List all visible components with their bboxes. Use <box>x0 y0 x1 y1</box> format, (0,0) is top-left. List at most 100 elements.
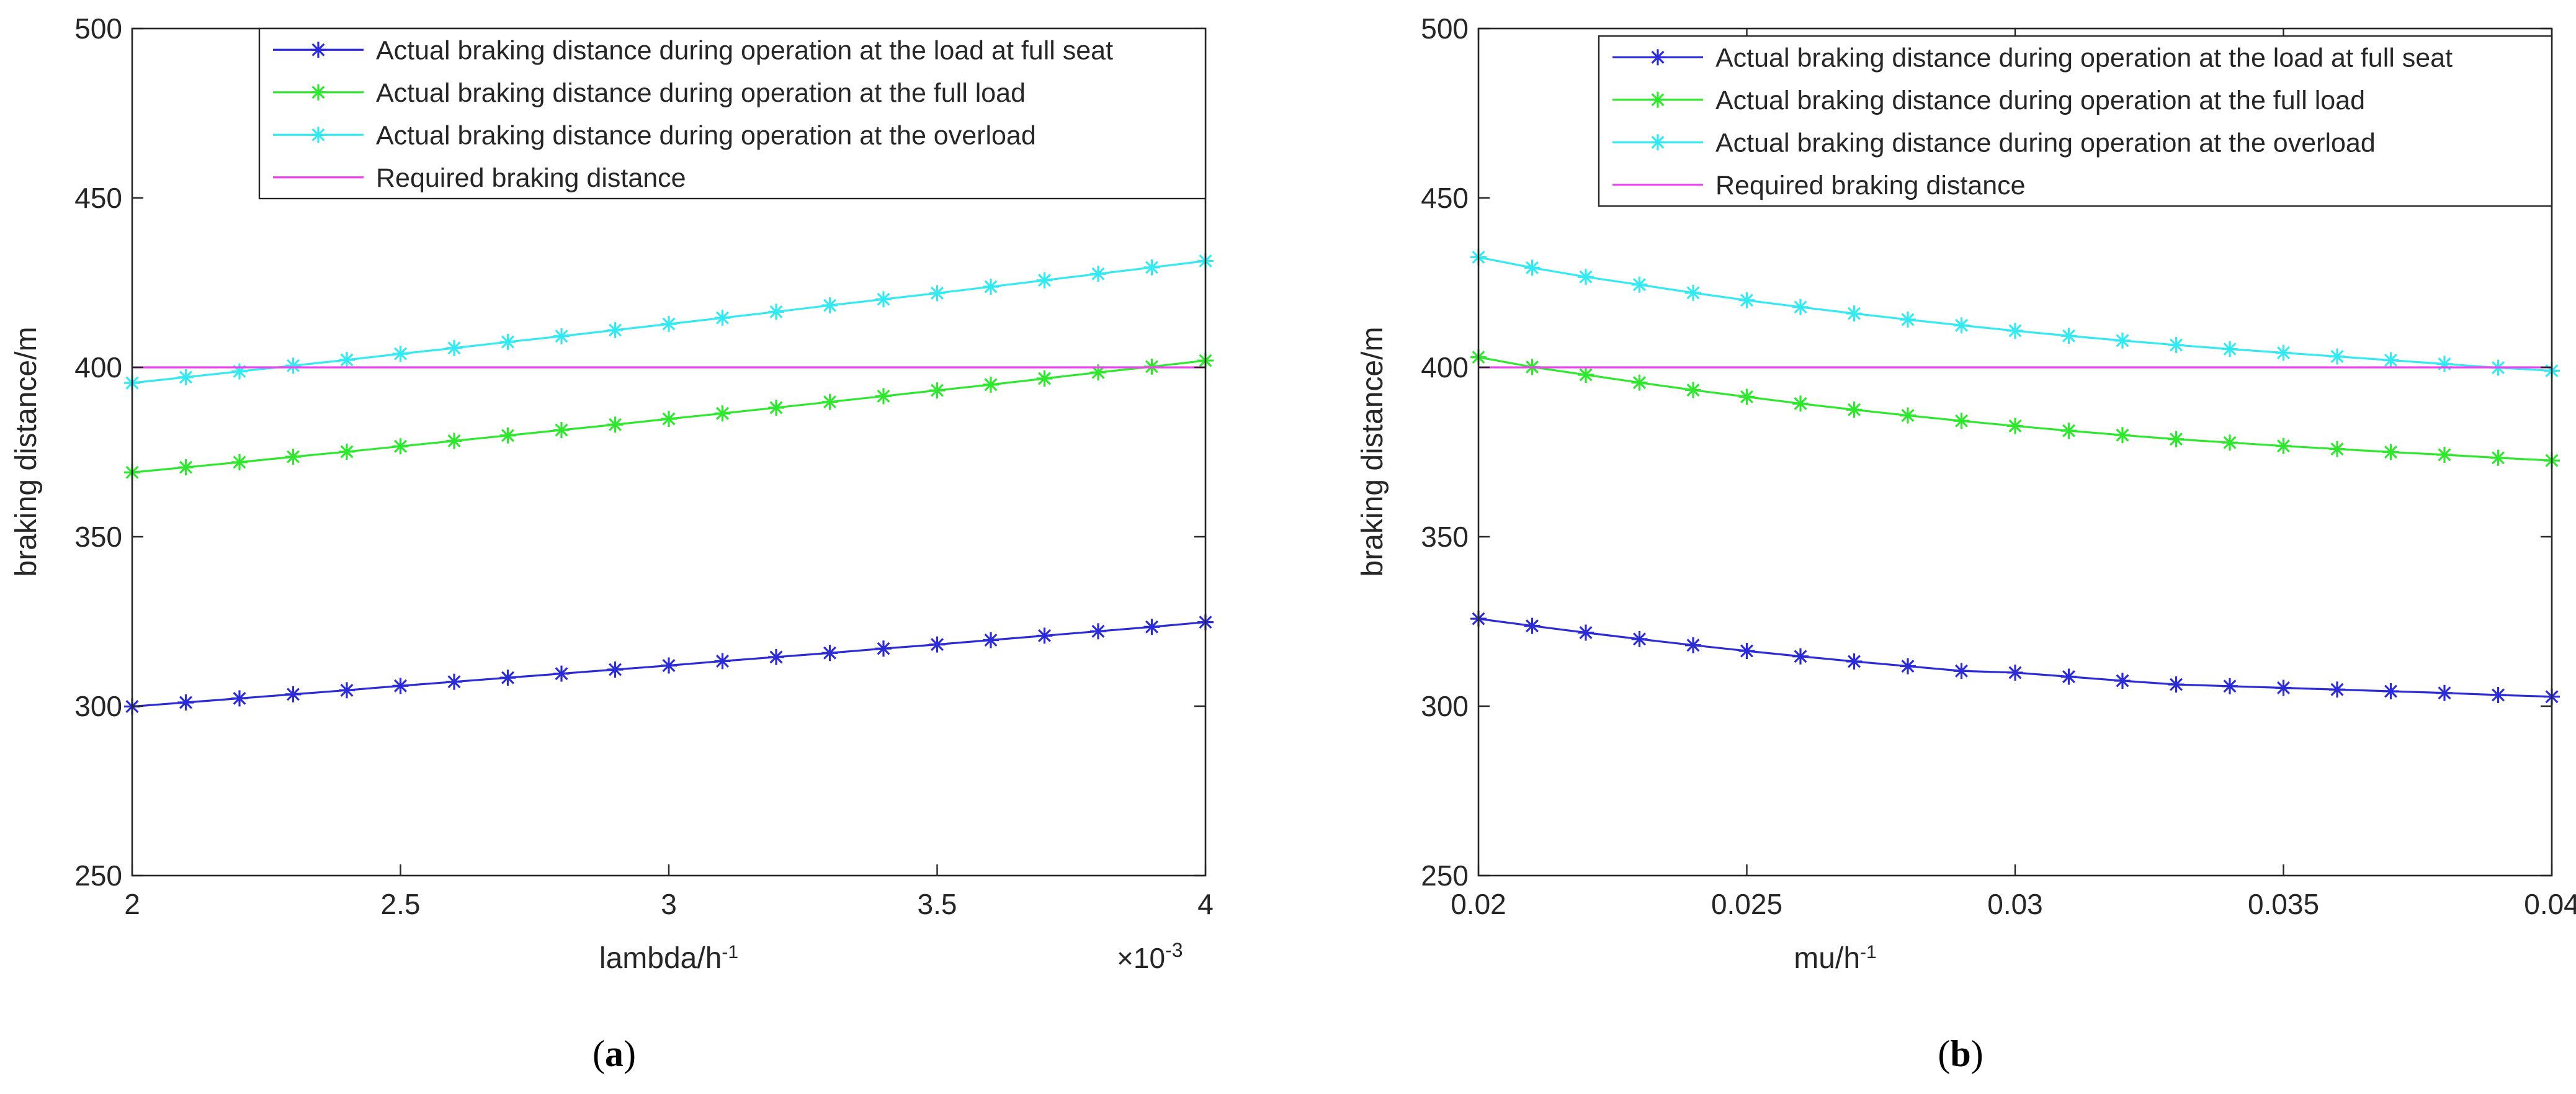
legend-star-marker <box>310 42 326 58</box>
y-tick-label: 450 <box>1421 182 1469 214</box>
x-tick-label: 2 <box>124 888 140 920</box>
data-point-overload <box>2168 336 2185 353</box>
legend-label-required: Required braking distance <box>1715 171 2026 200</box>
data-point-full-load <box>2382 444 2399 460</box>
data-point-full-seat <box>1036 627 1053 644</box>
data-point-full-load <box>177 459 194 476</box>
data-point-full-load <box>2490 449 2507 466</box>
x-tick-label: 3.5 <box>918 888 957 920</box>
data-point-full-seat <box>1792 648 1809 665</box>
data-point-full-seat <box>983 632 999 648</box>
data-point-overload <box>661 316 677 333</box>
data-point-overload <box>1792 298 1809 315</box>
legend-marker-overload <box>1650 134 1666 151</box>
data-point-full-load <box>231 454 248 470</box>
legend: Actual braking distance during operation… <box>258 27 1207 200</box>
tick-labels: 2 2.5 3 3.5 4 250 300 350 400 450 500 <box>74 12 1214 920</box>
data-point-overload <box>499 334 516 351</box>
data-point-overload <box>553 328 570 344</box>
data-point-overload <box>768 303 784 320</box>
y-axis-label: braking distance/m <box>10 327 43 577</box>
data-point-full-seat <box>1524 617 1541 634</box>
data-point-full-seat <box>553 665 570 682</box>
data-point-overload <box>231 363 248 380</box>
data-point-overload <box>1090 266 1106 282</box>
data-point-full-seat <box>929 636 946 653</box>
data-point-full-seat <box>2329 681 2345 698</box>
data-point-full-seat <box>231 690 248 707</box>
x-axis-label: mu/h-1 <box>1794 942 1876 975</box>
data-point-overload <box>1900 312 1916 328</box>
legend-item-full-seat: Actual braking distance during operation… <box>273 35 1113 65</box>
data-point-overload <box>177 369 194 385</box>
legend-star-marker <box>310 127 326 143</box>
data-point-full-load <box>285 449 302 465</box>
panel-label-close: ) <box>624 1033 636 1074</box>
data-point-full-load <box>392 438 409 455</box>
x-axis-multiplier-exponent: -3 <box>1165 939 1183 961</box>
data-point-full-seat <box>2490 686 2507 703</box>
chart-panel-b: 0.02 0.025 0.03 0.035 0.04 250 300 350 400 450 500… <box>1356 12 2576 1074</box>
legend-marker-full-seat <box>1650 49 1666 66</box>
data-point-full-seat <box>499 670 516 686</box>
data-point-full-seat <box>1900 658 1916 675</box>
data-point-full-seat <box>2382 683 2399 699</box>
data-point-full-seat <box>1090 623 1106 640</box>
data-point-full-seat <box>714 653 731 670</box>
y-tick-label: 450 <box>74 182 122 214</box>
data-point-full-seat <box>2007 664 2023 681</box>
legend-item-full-load: Actual braking distance during operation… <box>273 78 1026 108</box>
data-point-full-seat <box>661 657 677 674</box>
data-point-full-load <box>499 427 516 444</box>
legend-label-full-load: Actual braking distance during operation… <box>376 78 1026 108</box>
data-point-full-load <box>1631 374 1648 391</box>
data-point-full-seat <box>607 661 624 678</box>
legend-item-required: Required braking distance <box>273 163 686 193</box>
panel-label-open: ( <box>1938 1033 1950 1074</box>
data-point-overload <box>1036 272 1053 289</box>
x-tick-label: 0.04 <box>2524 888 2576 920</box>
y-tick-label: 250 <box>1421 859 1469 892</box>
data-point-overload <box>2275 344 2292 361</box>
data-point-full-load <box>1900 407 1916 424</box>
y-tick-label: 400 <box>74 351 122 383</box>
data-point-full-seat <box>1685 637 1701 653</box>
panel-label-a: (a) <box>593 1033 636 1074</box>
legend-item-full-load: Actual braking distance during operation… <box>1612 86 2365 115</box>
data-point-full-seat <box>768 648 784 665</box>
data-point-full-load <box>1036 370 1053 387</box>
x-tick-label: 0.02 <box>1451 888 1506 920</box>
data-point-overload <box>983 279 999 295</box>
data-point-overload <box>1953 317 1970 334</box>
data-point-full-seat <box>821 645 838 661</box>
data-point-overload <box>714 310 731 326</box>
data-point-full-seat <box>2222 678 2238 694</box>
panel-label-letter: b <box>1950 1033 1970 1074</box>
data-point-overload <box>1631 276 1648 293</box>
panel-label-b: (b) <box>1938 1033 1983 1074</box>
data-point-overload <box>1738 292 1755 308</box>
data-point-full-seat <box>1631 630 1648 647</box>
data-point-full-seat <box>2114 673 2131 689</box>
data-point-overload <box>2114 332 2131 349</box>
legend-item-overload: Actual braking distance during operation… <box>1612 128 2376 158</box>
data-point-overload <box>392 346 409 362</box>
data-point-overload <box>339 351 355 368</box>
data-point-full-load <box>339 443 355 460</box>
legend-box <box>258 27 1207 200</box>
legend-label-overload: Actual braking distance during operation… <box>1715 128 2376 158</box>
y-tick-label: 400 <box>1421 351 1469 383</box>
data-point-full-seat <box>1578 624 1594 641</box>
legend-marker-full-seat <box>310 42 326 58</box>
tick-labels: 0.02 0.025 0.03 0.035 0.04 250 300 350 400 450 500 <box>1421 12 2576 920</box>
data-point-full-load <box>446 433 462 449</box>
data-point-full-load <box>2007 418 2023 434</box>
data-point-overload <box>821 297 838 314</box>
series-layer <box>124 253 1214 715</box>
data-point-overload <box>2222 341 2238 357</box>
data-point-full-seat <box>1953 663 1970 679</box>
data-point-full-load <box>1578 367 1594 383</box>
legend-label-full-seat: Actual braking distance during operation… <box>376 35 1113 65</box>
data-point-full-seat <box>285 686 302 702</box>
